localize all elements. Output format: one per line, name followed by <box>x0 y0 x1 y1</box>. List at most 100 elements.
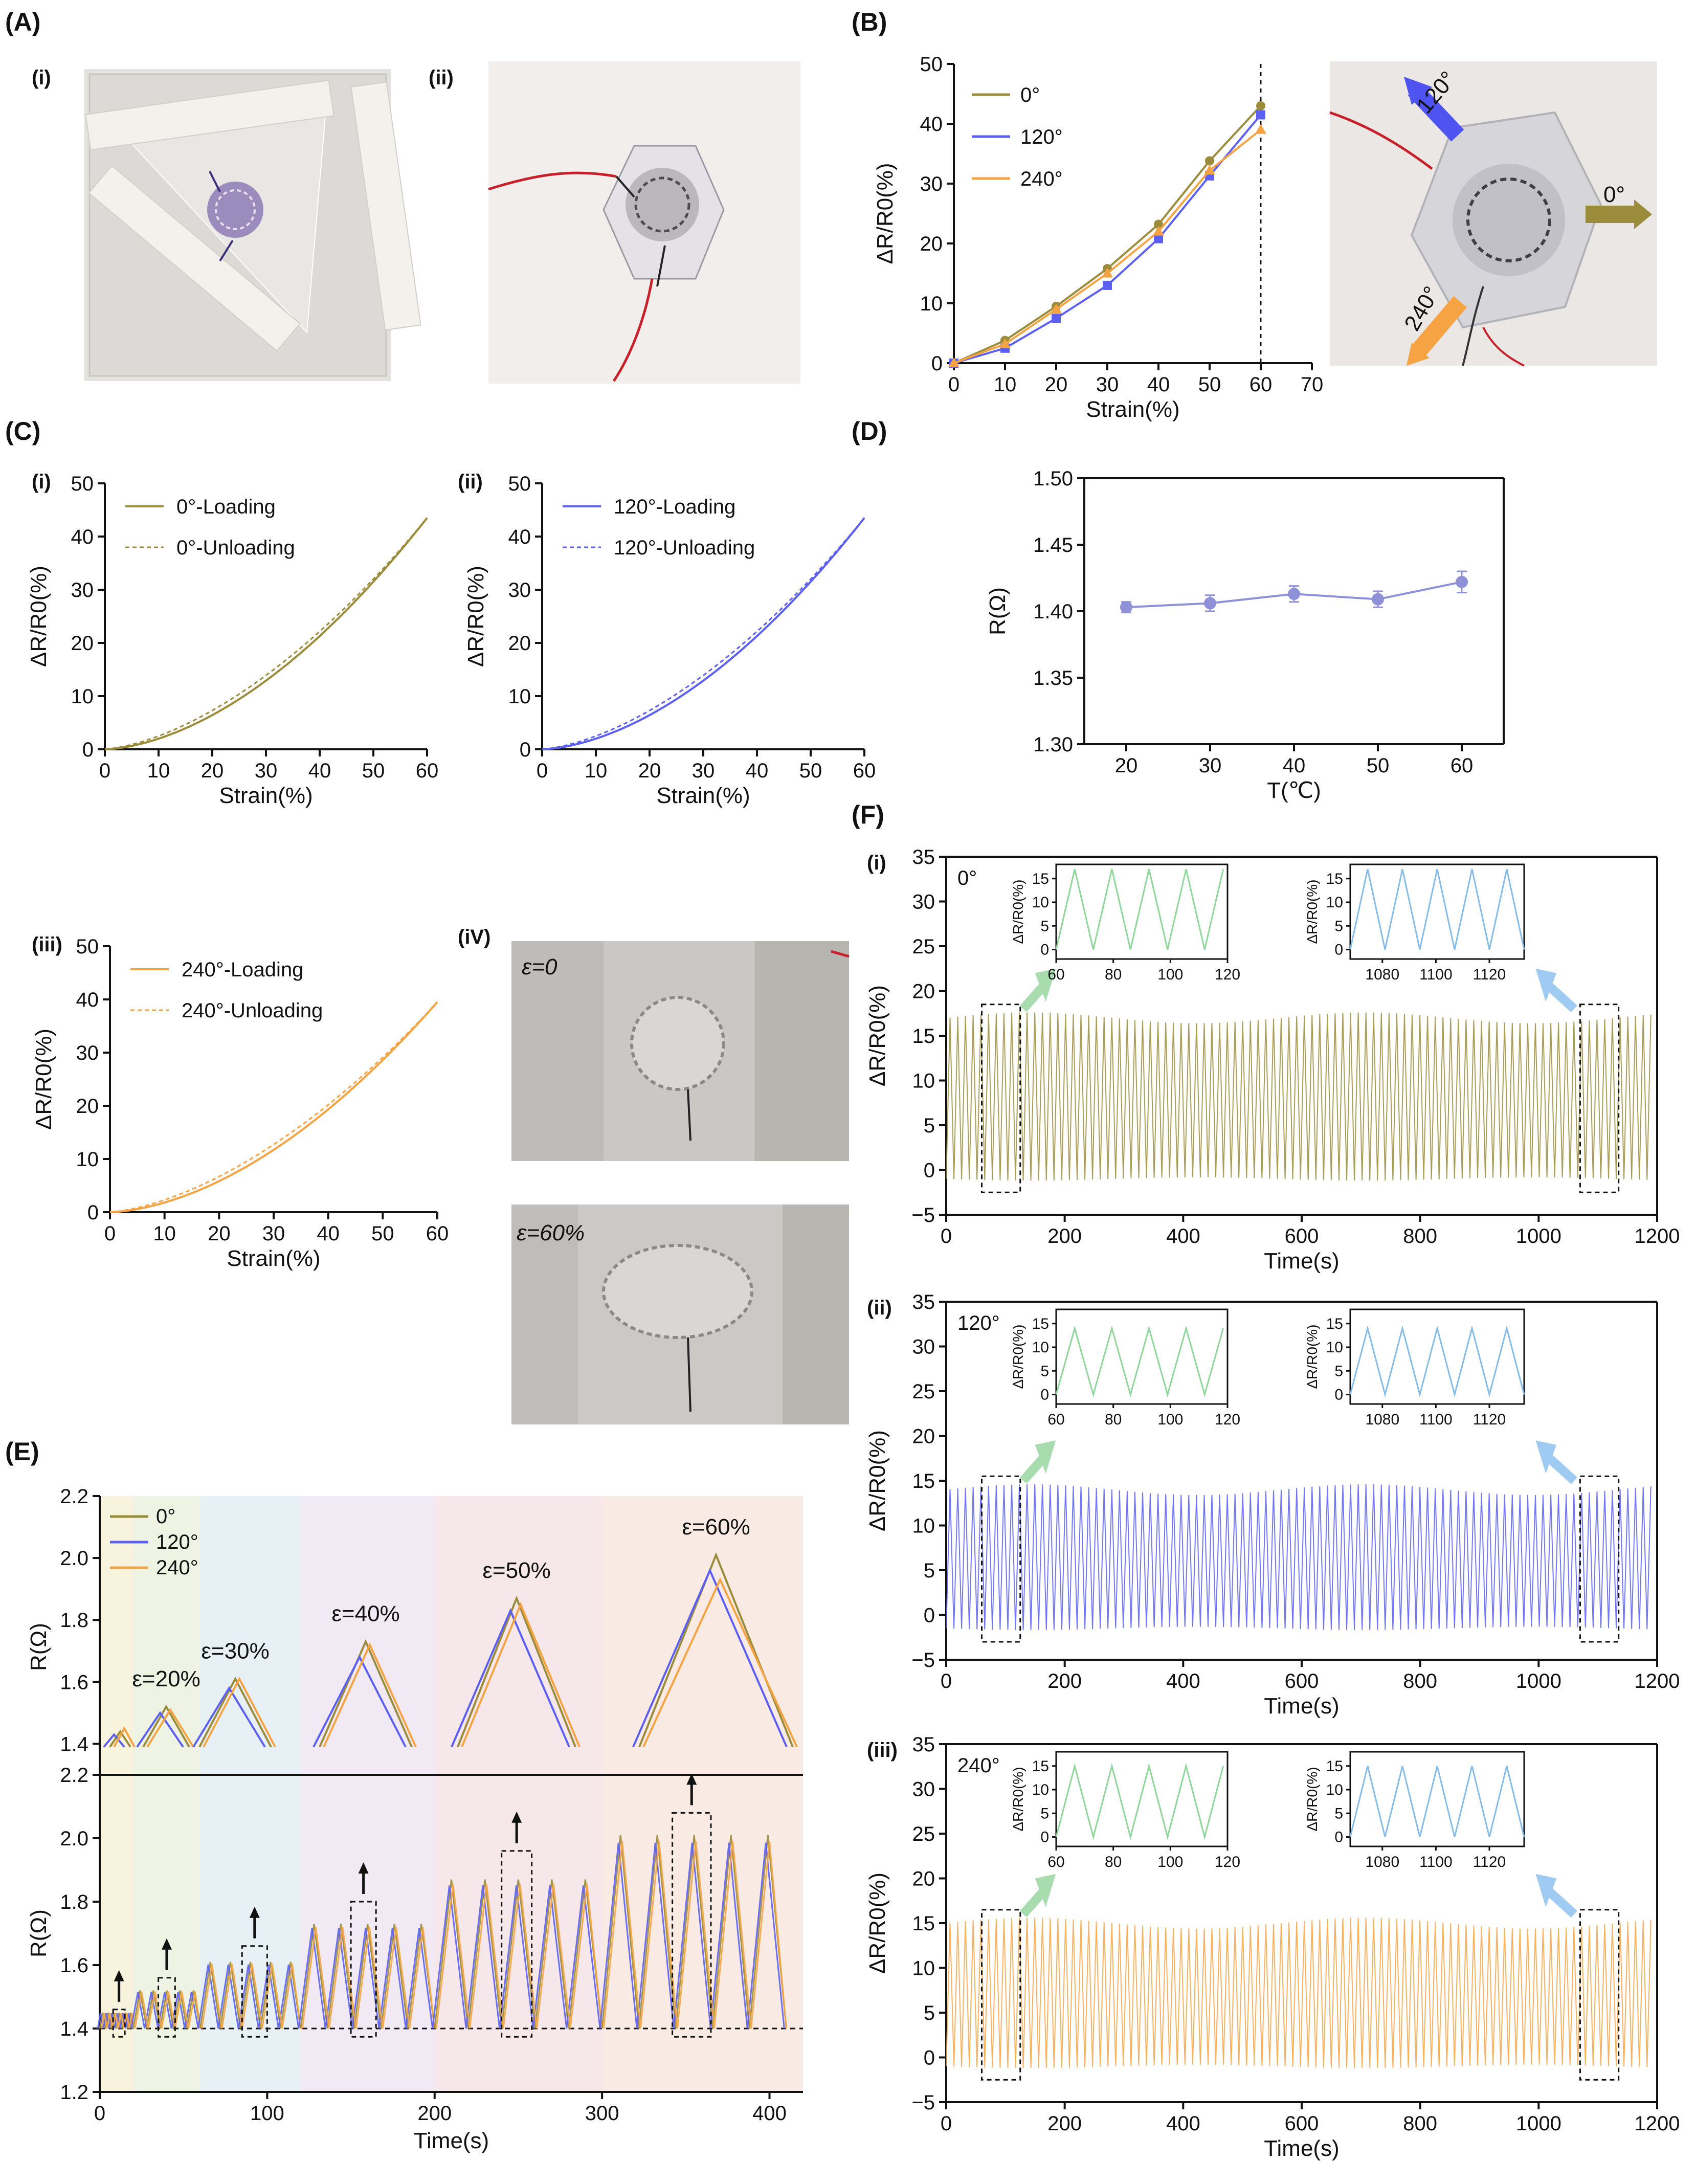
inset-y-label: 10 <box>1032 1781 1049 1798</box>
photo-c-iv-eps60: ε=60% <box>511 1205 849 1424</box>
y-tick-label: 40 <box>508 526 531 548</box>
legend-label: 240°-Unloading <box>182 999 323 1022</box>
arrow-0-icon <box>1586 206 1634 223</box>
inset-frame <box>1055 863 1229 960</box>
x-axis-label: Time(s) <box>414 2128 489 2153</box>
inset-y-axis-label: ΔR/R0(%) <box>1010 1767 1026 1831</box>
x-tick-label: 0 <box>941 2112 952 2135</box>
zoom-box-right <box>1579 1475 1620 1643</box>
y-tick-label: 20 <box>912 1425 935 1448</box>
zoom-arrowhead <box>511 1811 522 1823</box>
arrow-right-head <box>1535 968 1557 1002</box>
inset-y-label: 15 <box>1032 1758 1049 1775</box>
x-tick-label: 0 <box>537 760 548 782</box>
peak-series-2 <box>203 1677 276 1748</box>
y-tick-label: 2.0 <box>60 1547 88 1570</box>
y-tick-label: 20 <box>920 233 943 255</box>
peak-series-1 <box>632 1568 788 1748</box>
y-tick-label: 30 <box>71 579 94 601</box>
x-tick-label: 20 <box>201 760 224 782</box>
x-tick-label: 300 <box>585 2102 619 2125</box>
x-tick-label: 1000 <box>1516 1670 1561 1692</box>
inset-x-label: 80 <box>1105 1411 1122 1428</box>
zoom-arrowhead <box>161 1938 172 1950</box>
data-point <box>1372 593 1384 606</box>
x-tick-label: 600 <box>1285 1670 1319 1692</box>
legend-label: 240° <box>156 1556 198 1579</box>
y-tick-label: 10 <box>508 685 531 708</box>
peak-series-0 <box>142 1704 190 1748</box>
y-tick-label: 25 <box>912 935 935 958</box>
inset-y-axis-label: ΔR/R0(%) <box>1010 879 1026 944</box>
chart-c-ii: (ii) 0 10 20 30 40 50 60 0 10 20 30 40 50 Strain(%) ΔR/… <box>458 471 876 808</box>
cycle-series-1 <box>197 1964 300 2029</box>
inset-y-label: 0 <box>1334 942 1343 959</box>
serpentine-pattern-icon <box>630 996 725 1091</box>
x-tick-label: 50 <box>1198 373 1221 396</box>
legend-label: 0° <box>156 1505 175 1528</box>
inset-x-label: 1120 <box>1473 966 1506 983</box>
y-tick-label: 30 <box>76 1042 99 1064</box>
panel-label-c: (C) <box>5 417 40 445</box>
zoom-arrowhead <box>114 1970 124 1981</box>
inset-signal <box>1349 1325 1525 1398</box>
data-point <box>1120 601 1132 614</box>
y-tick-label: 40 <box>76 989 99 1011</box>
cycle-series-1 <box>97 2013 132 2029</box>
inset-y-label: 0 <box>1040 1387 1049 1403</box>
inset-x-label: 120 <box>1215 966 1240 983</box>
inset-y-axis-label: ΔR/R0(%) <box>1304 879 1320 944</box>
strain-annotation: ε=30% <box>201 1638 269 1663</box>
sub-label-a-i: (i) <box>32 66 51 89</box>
inset-x-label: 1100 <box>1419 1411 1453 1428</box>
data-point <box>1103 280 1112 290</box>
inset-inset_left: 0 5 10 15 60 80 100 120 ΔR/R0(%) <box>1010 1308 1240 1428</box>
inset-x-label: 60 <box>1047 1411 1064 1428</box>
inset-x-label: 1080 <box>1365 966 1399 983</box>
inset-x-label: 80 <box>1105 1854 1122 1870</box>
cycle-series-2 <box>100 2013 134 2029</box>
zoom-arrowhead <box>686 1773 697 1785</box>
zoom-box <box>350 1901 377 2038</box>
y-tick-label: 50 <box>71 473 94 495</box>
x-tick-label: 10 <box>994 373 1017 396</box>
y-tick-label: 0 <box>924 2047 935 2069</box>
loading-line <box>542 517 865 750</box>
y-tick-label: 1.40 <box>1033 600 1073 623</box>
inset-y-label: 15 <box>1326 1316 1343 1332</box>
x-tick-label: 0 <box>99 760 110 782</box>
chart-f-ii: (ii)0 200 400 600 800 1000 1200−50510152025303… <box>865 1291 1680 1719</box>
y-tick-label: 1.50 <box>1033 467 1073 490</box>
chart-d: 20 30 40 50 60 1.30 1.35 1.40 1.45 1.50 T(℃) R(Ω) <box>985 467 1505 803</box>
y-tick-label: 10 <box>912 1070 935 1093</box>
legend-label: 120° <box>156 1531 198 1553</box>
y-axis-label: ΔR/R0(%) <box>31 1029 56 1130</box>
y-tick-label: 1.2 <box>60 2081 88 2104</box>
x-tick-label: 20 <box>1045 373 1068 396</box>
x-tick-label: 60 <box>1450 754 1474 777</box>
photo-b: 120° 0° 240° <box>1329 61 1657 367</box>
y-tick-label: 30 <box>508 579 531 601</box>
x-tick-label: 60 <box>416 760 439 782</box>
x-tick-label: 40 <box>317 1222 340 1245</box>
chart-f-iii: (iii)0 200 400 600 800 1000 1200−5051015202530… <box>865 1733 1680 2161</box>
x-tick-label: 600 <box>1285 1225 1319 1247</box>
x-tick-label: 40 <box>308 760 331 782</box>
x-tick-label: 50 <box>1367 754 1390 777</box>
x-tick-label: 40 <box>1283 754 1306 777</box>
unloading-line <box>104 517 428 750</box>
cycle-series-2 <box>602 1840 787 2029</box>
angle-label: 240° <box>957 1754 1000 1777</box>
peak-series-1 <box>136 1711 184 1748</box>
inset-y-label: 0 <box>1040 942 1049 959</box>
y-axis-label: ΔR/R0(%) <box>26 566 51 667</box>
peak-series-1 <box>192 1686 266 1748</box>
arrow-120-icon <box>1408 83 1464 142</box>
x-tick-label: 20 <box>638 760 661 782</box>
x-tick-label: 60 <box>426 1222 449 1245</box>
inset-y-label: 5 <box>1334 1805 1343 1822</box>
legend-label: 240° <box>1020 168 1063 190</box>
cycle-series-1 <box>599 1842 785 2029</box>
x-tick-label: 40 <box>1147 373 1170 396</box>
x-tick-label: 0 <box>94 2102 105 2125</box>
